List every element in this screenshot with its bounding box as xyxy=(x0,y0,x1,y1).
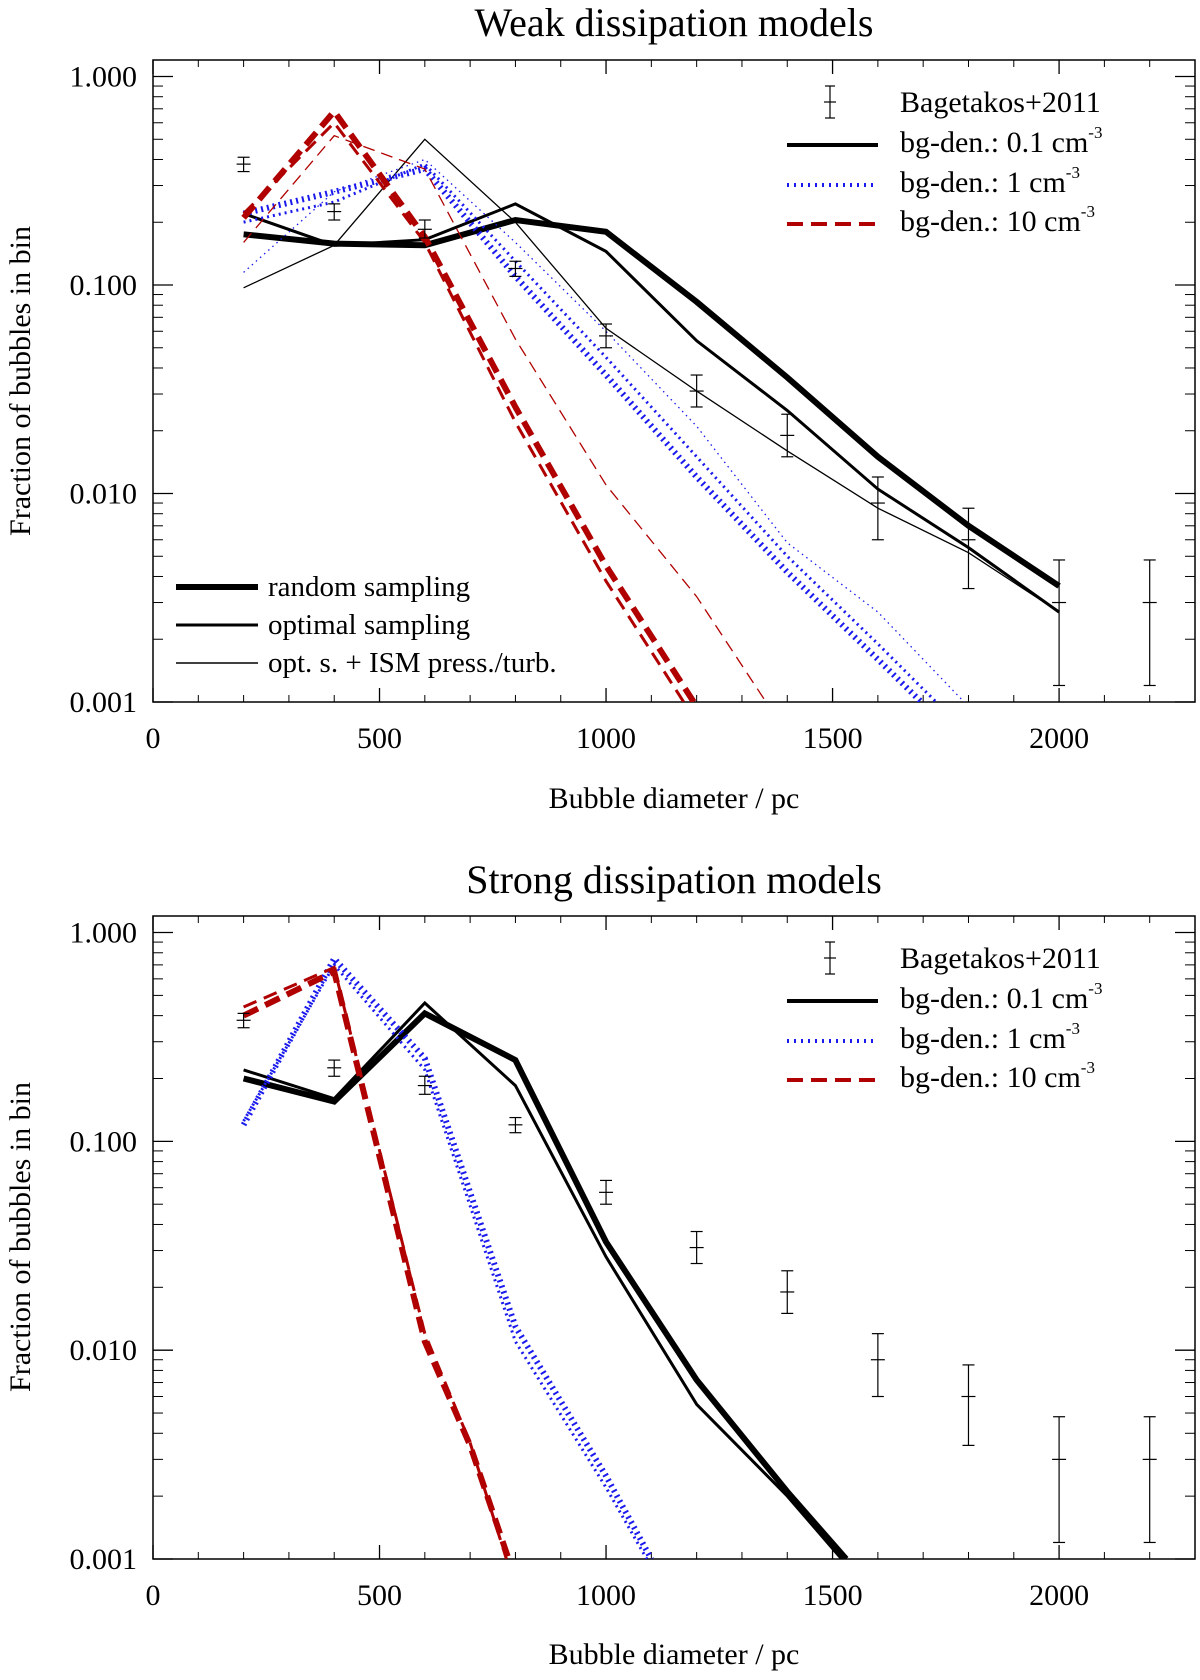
x-tick-label: 1500 xyxy=(803,722,863,755)
series-line-bg-den-0-1-random-sampling xyxy=(243,216,1061,589)
obs-point xyxy=(599,323,614,349)
series-line-bg-den-1-random-sampling xyxy=(240,953,654,1559)
series-line-bg-den-10-optimal-sampling xyxy=(242,120,686,702)
obs-point xyxy=(417,219,432,239)
x-tick-label: 2000 xyxy=(1029,722,1089,755)
obs-point xyxy=(327,203,342,221)
obs-point xyxy=(236,156,251,173)
series-line-bg-den-10-random-sampling xyxy=(242,967,512,1559)
x-tick-label: 0 xyxy=(146,1579,161,1612)
x-tick-label: 1000 xyxy=(576,1579,636,1612)
x-tick-label: 0 xyxy=(146,722,161,755)
plot-frame xyxy=(152,59,1196,703)
legend-density-10: bg-den.: 10 cm-3 xyxy=(900,202,1095,238)
y-axis-ticks: 0.001 0.010 0.100 1.000 xyxy=(70,61,1195,719)
legend-observations-label: Bagetakos+2011 xyxy=(900,86,1101,119)
y-axis-label: Fraction of bubbles in bin xyxy=(4,1082,37,1392)
obs-point xyxy=(417,1075,432,1095)
obs-point xyxy=(236,1012,251,1029)
obs-point xyxy=(780,413,795,458)
y-tick-label: 0.100 xyxy=(70,269,138,302)
obs-point xyxy=(689,374,704,408)
y-tick-label: 0.010 xyxy=(70,478,138,511)
obs-point xyxy=(1052,1416,1067,1544)
x-axis-ticks: 0 500 1000 1500 2000 xyxy=(146,60,1151,755)
strong-dissipation-panel: Strong dissipation models 0 500 1000 1500 20… xyxy=(4,857,1196,1671)
series-line-bg-den-10-optimal-sampling xyxy=(243,965,508,1559)
x-axis-label: Bubble diameter / pc xyxy=(549,782,800,815)
series-line-bg-den-0-1-optimal-sampling xyxy=(243,202,1060,614)
legend-density-1: bg-den.: 1 cm-3 xyxy=(900,163,1080,199)
series-line-bg-den-0-1-opt-s-ism-press-turb xyxy=(243,138,1060,613)
obs-point xyxy=(780,1270,795,1315)
x-tick-label: 500 xyxy=(357,722,402,755)
obs-point xyxy=(870,1333,885,1398)
legend-obs-marker xyxy=(824,941,836,975)
series-lines xyxy=(241,106,1061,702)
series-line-bg-den-1-optimal-sampling xyxy=(242,962,649,1559)
x-tick-label: 2000 xyxy=(1029,1579,1089,1612)
legend-sampling: random sampling optimal sampling opt. s.… xyxy=(176,571,557,679)
series-line-bg-den-0-1-random-sampling xyxy=(242,1009,849,1559)
y-tick-label: 0.001 xyxy=(70,686,138,719)
panel-title: Weak dissipation models xyxy=(475,0,874,45)
x-tick-label: 1500 xyxy=(803,1579,863,1612)
obs-point xyxy=(508,1116,523,1134)
y-tick-label: 1.000 xyxy=(70,61,138,94)
observation-errorbars xyxy=(236,156,1157,687)
obs-point xyxy=(508,260,523,277)
y-axis-label: Fraction of bubbles in bin xyxy=(4,226,37,536)
legend-observations-label: Bagetakos+2011 xyxy=(900,942,1101,975)
x-tick-label: 1000 xyxy=(576,722,636,755)
x-axis-ticks: 0 500 1000 1500 2000 xyxy=(146,916,1151,1612)
obs-point xyxy=(1142,559,1157,687)
x-axis-label: Bubble diameter / pc xyxy=(549,1638,800,1671)
obs-point xyxy=(689,1230,704,1265)
obs-point xyxy=(961,1364,976,1446)
obs-point xyxy=(1052,559,1067,687)
legend-optimal-label: optimal sampling xyxy=(268,609,470,641)
legend-density-0.1: bg-den.: 0.1 cm-3 xyxy=(900,123,1102,159)
y-tick-label: 1.000 xyxy=(70,917,138,950)
series-lines xyxy=(240,953,849,1559)
legend-obs-marker xyxy=(824,85,836,119)
panel-title: Strong dissipation models xyxy=(466,857,882,902)
legend-ism-label: opt. s. + ISM press./turb. xyxy=(268,647,557,679)
legend-density-0.1: bg-den.: 0.1 cm-3 xyxy=(900,979,1102,1015)
series-line-bg-den-10-random-sampling xyxy=(241,106,698,702)
y-tick-label: 0.010 xyxy=(70,1334,138,1367)
legend-density-10: bg-den.: 10 cm-3 xyxy=(900,1058,1095,1094)
obs-point xyxy=(599,1179,614,1205)
y-tick-label: 0.001 xyxy=(70,1543,138,1576)
x-tick-label: 500 xyxy=(357,1579,402,1612)
series-line-bg-den-0-1-optimal-sampling xyxy=(243,1000,843,1559)
legend-data: Bagetakos+2011 bg-den.: 0.1 cm-3 bg-den.… xyxy=(787,941,1102,1094)
series-line-bg-den-10-opt-s-ism-press-turb xyxy=(243,134,767,702)
y-tick-label: 0.100 xyxy=(70,1125,138,1158)
plot-frame xyxy=(152,915,1196,1560)
obs-point xyxy=(961,507,976,590)
y-axis-ticks: 0.001 0.010 0.100 1.000 xyxy=(70,917,1195,1576)
obs-point xyxy=(1142,1416,1157,1544)
obs-point xyxy=(327,1059,342,1077)
legend-random-label: random sampling xyxy=(268,571,470,603)
legend-density-1: bg-den.: 1 cm-3 xyxy=(900,1019,1080,1055)
legend-data: Bagetakos+2011 bg-den.: 0.1 cm-3 bg-den.… xyxy=(787,85,1102,238)
obs-point xyxy=(870,476,885,541)
weak-dissipation-panel: Weak dissipation models 0 500 1000 1500 2000… xyxy=(4,0,1196,815)
observation-errorbars xyxy=(236,1012,1157,1544)
